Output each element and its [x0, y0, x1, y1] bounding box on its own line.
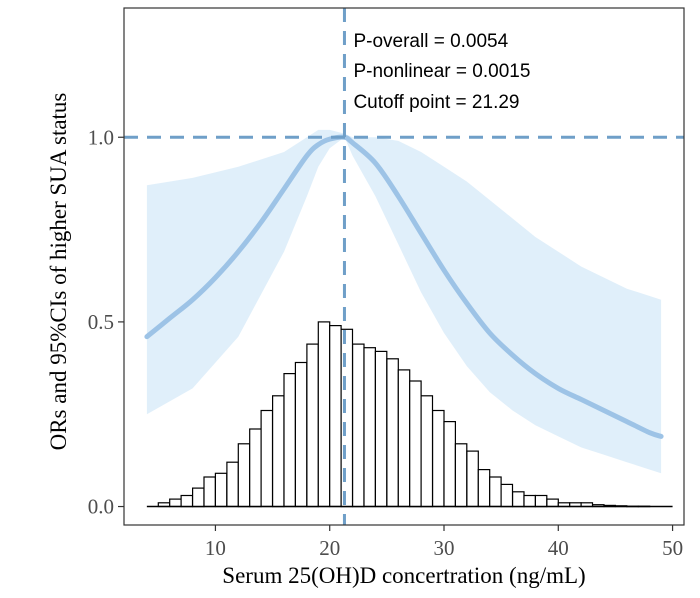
annotation-p-overall: P-overall = 0.0054: [353, 31, 508, 52]
x-tick-label: 30: [434, 536, 455, 560]
x-axis-title: Serum 25(OH)D concertration (ng/mL): [222, 563, 585, 588]
histogram-bar: [546, 498, 559, 508]
histogram-bar: [260, 409, 274, 508]
histogram-bar: [409, 380, 422, 508]
histogram-bar: [420, 395, 434, 508]
histogram-bar: [249, 428, 262, 508]
histogram-bar: [534, 494, 548, 508]
y-axis-title: ORs and 95%CIs of higher SUA status: [46, 93, 71, 451]
histogram-bar: [443, 421, 456, 508]
histogram-bar: [237, 443, 251, 508]
histogram-bar: [500, 483, 514, 508]
y-tick-label: 1.0: [88, 125, 114, 149]
ci-band: [146, 129, 662, 474]
histogram-bar: [214, 472, 228, 508]
annotation-p-nonlinear: P-nonlinear = 0.0015: [353, 61, 530, 82]
histogram-bar: [489, 476, 502, 508]
histogram-bar: [511, 491, 525, 508]
x-tick-label: 20: [319, 536, 340, 560]
histogram-bar: [477, 469, 491, 508]
histogram-bar: [317, 321, 331, 508]
histogram-bar: [397, 369, 411, 508]
histogram-bar: [226, 461, 239, 508]
histogram-bar: [329, 325, 342, 508]
ci-band-layer: [146, 129, 662, 474]
histogram-bar: [294, 361, 308, 508]
x-tick-label: 40: [548, 536, 569, 560]
histogram-layer: [146, 321, 673, 508]
histogram-bar: [203, 476, 216, 508]
histogram-bar: [363, 347, 376, 508]
histogram-bar: [283, 373, 296, 508]
y-tick-label: 0.0: [88, 495, 114, 519]
plot-panel-border: [123, 7, 685, 526]
x-tick-label: 10: [205, 536, 226, 560]
histogram-bar: [340, 328, 354, 508]
histogram-bar: [466, 450, 479, 508]
or-curve-layer: [144, 134, 664, 439]
histogram-bar: [272, 395, 285, 508]
histogram-bar: [192, 487, 205, 508]
histogram-bar: [306, 343, 319, 508]
histogram-bar: [180, 494, 194, 508]
histogram-bar: [386, 358, 399, 508]
histogram-bar: [432, 409, 445, 508]
annotation-cutoff-point: Cutoff point = 21.29: [353, 92, 519, 113]
or-curve: [144, 134, 664, 439]
histogram-bar: [523, 494, 536, 508]
histogram-bar: [374, 350, 388, 508]
x-axis: 10 20 30 40 50: [205, 525, 683, 560]
histogram-bar: [169, 498, 182, 508]
y-axis: 0.0 0.5 1.0: [88, 125, 124, 519]
x-tick-label: 50: [662, 536, 683, 560]
histogram-bar: [352, 343, 365, 508]
y-tick-label: 0.5: [88, 310, 114, 334]
reference-lines-layer: [124, 8, 684, 525]
histogram-bar: [454, 443, 468, 508]
